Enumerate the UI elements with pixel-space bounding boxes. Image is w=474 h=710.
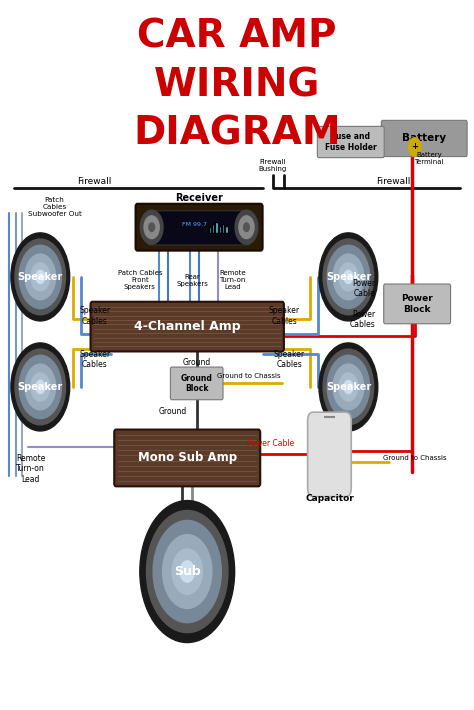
Text: Patch
Cables
Subwoofer Out: Patch Cables Subwoofer Out [27,197,82,217]
Circle shape [11,343,70,431]
FancyBboxPatch shape [91,302,284,351]
Text: 4-Channel Amp: 4-Channel Amp [134,320,240,333]
Circle shape [15,349,65,425]
Text: Remote
Turn-on
Lead: Remote Turn-on Lead [16,454,46,484]
Text: Remote
Turn-on
Lead: Remote Turn-on Lead [219,271,246,290]
Circle shape [239,216,254,239]
Circle shape [11,233,70,321]
Text: Speaker: Speaker [326,382,371,392]
Text: Patch Cables
Front
Speakers: Patch Cables Front Speakers [118,271,162,290]
FancyBboxPatch shape [318,126,384,158]
Circle shape [319,233,378,321]
Circle shape [19,245,62,309]
Text: Battery: Battery [402,133,447,143]
Text: Rear
Speakers: Rear Speakers [176,274,208,287]
Circle shape [19,355,62,419]
Circle shape [25,364,55,410]
Circle shape [344,271,353,283]
Text: Speaker
Cables: Speaker Cables [269,306,300,326]
Circle shape [319,343,378,431]
Text: Firewall
Bushing: Firewall Bushing [258,159,287,172]
Circle shape [140,210,163,244]
Circle shape [140,501,235,643]
Circle shape [146,510,228,633]
Circle shape [323,239,374,315]
Circle shape [15,239,65,315]
Circle shape [36,271,45,283]
Circle shape [180,561,194,582]
Circle shape [163,535,212,608]
Text: Firewall: Firewall [78,177,112,185]
Text: Power
Block: Power Block [401,294,433,314]
Text: Power Cable: Power Cable [246,439,294,448]
FancyBboxPatch shape [170,367,223,400]
Circle shape [327,245,370,309]
Text: Power
Cable: Power Cable [353,278,375,298]
Text: Ground to Chassis: Ground to Chassis [383,455,447,461]
FancyBboxPatch shape [209,227,211,233]
Circle shape [333,254,364,300]
Circle shape [25,254,55,300]
Text: Ground to Chassis: Ground to Chassis [217,373,281,379]
Text: Power
Cables: Power Cables [350,310,375,329]
Circle shape [36,381,45,393]
Text: Ground: Ground [182,358,211,366]
FancyBboxPatch shape [212,224,214,233]
FancyBboxPatch shape [136,204,263,251]
Text: Speaker: Speaker [18,382,63,392]
Text: Speaker
Cables: Speaker Cables [79,306,110,326]
Text: +: + [411,143,418,151]
Text: Sub: Sub [174,565,201,578]
Text: Speaker: Speaker [326,272,371,282]
FancyBboxPatch shape [219,226,221,233]
Text: Ground: Ground [159,408,187,416]
FancyBboxPatch shape [225,226,228,233]
Text: Speaker
Cables: Speaker Cables [79,349,110,369]
Text: Capacitor: Capacitor [305,494,354,503]
FancyBboxPatch shape [383,284,450,324]
Circle shape [323,349,374,425]
Circle shape [235,210,258,244]
Text: FM 99.7: FM 99.7 [182,222,207,227]
Circle shape [344,381,353,393]
Text: CAR AMP: CAR AMP [137,18,337,56]
Text: Ground
Block: Ground Block [181,373,213,393]
Circle shape [31,263,50,291]
Circle shape [409,138,421,156]
Text: Speaker: Speaker [18,272,63,282]
Text: DIAGRAM: DIAGRAM [133,114,341,153]
Circle shape [339,263,358,291]
Circle shape [327,355,370,419]
Circle shape [31,373,50,401]
Circle shape [172,549,202,594]
Text: WIRING: WIRING [154,66,320,104]
Circle shape [144,216,159,239]
Text: Receiver: Receiver [175,193,223,203]
Circle shape [149,223,155,231]
Text: Battery
Terminal: Battery Terminal [414,152,444,165]
FancyBboxPatch shape [222,224,224,233]
Circle shape [339,373,358,401]
Circle shape [244,223,249,231]
FancyBboxPatch shape [215,222,218,233]
FancyBboxPatch shape [148,211,250,245]
Circle shape [333,364,364,410]
Circle shape [153,520,221,623]
Text: Firewall: Firewall [376,177,410,185]
Text: Fuse and
Fuse Holder: Fuse and Fuse Holder [325,132,377,152]
FancyBboxPatch shape [381,120,467,156]
Text: Speaker
Cables: Speaker Cables [273,349,305,369]
FancyBboxPatch shape [308,412,351,497]
FancyBboxPatch shape [114,430,260,486]
Text: Mono Sub Amp: Mono Sub Amp [137,452,237,464]
